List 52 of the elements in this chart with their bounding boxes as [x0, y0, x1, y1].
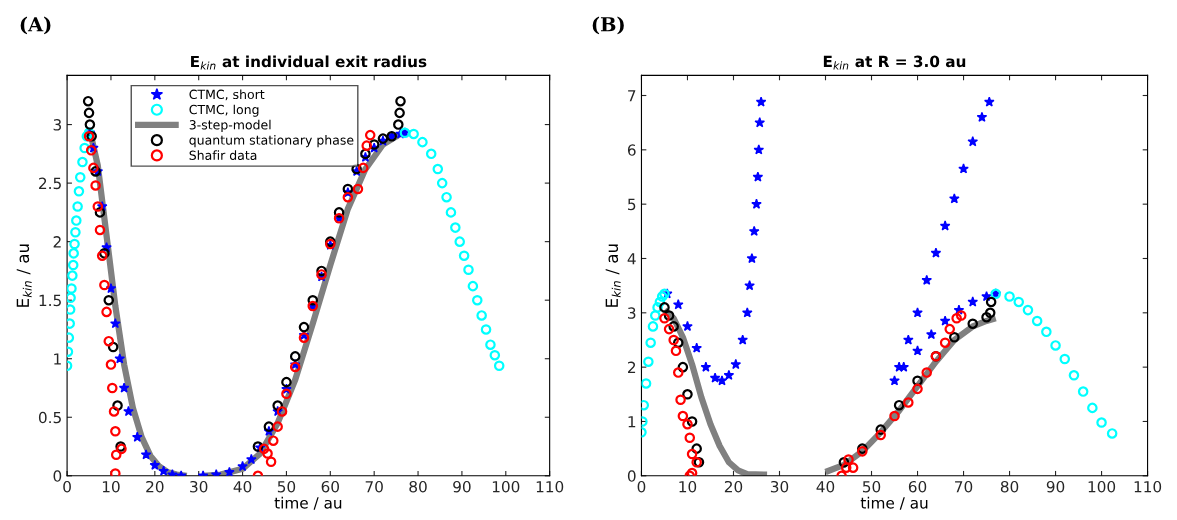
- legend-label: Shafir data: [189, 150, 257, 160]
- x-tick-label: 40: [816, 480, 835, 493]
- x-tick-label: 70: [955, 480, 973, 493]
- x-tick-label: 20: [146, 480, 164, 493]
- y-tick-label: 3: [53, 119, 61, 131]
- y-tick-label: 0: [627, 470, 636, 482]
- x-tick-label: 100: [492, 480, 520, 493]
- text: (B): [592, 16, 624, 35]
- x-tick-label: 100: [1088, 480, 1116, 493]
- y-tick-label: 2.5: [39, 177, 61, 190]
- x-tick-label: 80: [409, 480, 427, 493]
- y-tick-label: 7: [628, 90, 636, 102]
- legend-label: CTMC, long: [189, 104, 259, 117]
- y-tick-label: 3: [628, 307, 636, 319]
- y-tick-label: 1: [54, 353, 61, 365]
- x-tick-label: 0: [637, 480, 646, 493]
- x-tick-label: 20: [724, 480, 743, 493]
- x-tick-label: 70: [365, 480, 383, 493]
- x-tick-label: 90: [453, 480, 471, 493]
- x-tick-label: 80: [1000, 480, 1019, 493]
- y-tick-label: 2: [53, 236, 61, 248]
- y-tick-label: 1: [628, 416, 636, 428]
- legend-label: CTMC, short: [189, 89, 265, 101]
- x-tick-label: 40: [233, 480, 252, 493]
- x-tick-label: 30: [770, 480, 789, 493]
- y-tick-label: 2: [628, 361, 636, 373]
- y-tick-label: 0.5: [38, 411, 61, 424]
- y-axis-title: E$_{kin}$ / au: [605, 244, 621, 307]
- text: (A): [20, 16, 51, 35]
- x-tick-label: 50: [277, 480, 296, 493]
- x-tick-label: 110: [1134, 480, 1162, 493]
- x-tick-label: 10: [679, 480, 697, 493]
- y-tick-label: 0: [53, 470, 62, 482]
- x-tick-label: 0: [63, 480, 71, 493]
- y-axis-title: E$_{kin}$ / au: [16, 244, 32, 307]
- y-tick-label: 4: [627, 253, 636, 265]
- x-tick-label: 10: [102, 480, 120, 493]
- legend-label: 3-step-model: [189, 119, 271, 132]
- chart-title: E$_{kin}$ at individual exit radius: [191, 55, 427, 70]
- legend-label: quantum stationary phase: [189, 135, 354, 148]
- x-axis-title: time / au: [274, 496, 342, 510]
- y-tick-label: 6: [627, 144, 636, 156]
- x-tick-label: 50: [862, 480, 881, 493]
- x-tick-label: 60: [908, 480, 927, 493]
- x-tick-label: 90: [1046, 480, 1065, 493]
- x-tick-label: 110: [536, 480, 564, 493]
- x-tick-label: 30: [190, 480, 208, 493]
- y-tick-label: 1.5: [39, 294, 61, 307]
- chart-title: E$_{kin}$ at R = 3.0 au: [823, 55, 966, 70]
- y-tick-label: 5: [628, 198, 636, 211]
- x-axis-title: time / au: [860, 496, 928, 510]
- x-tick-label: 60: [321, 480, 340, 493]
